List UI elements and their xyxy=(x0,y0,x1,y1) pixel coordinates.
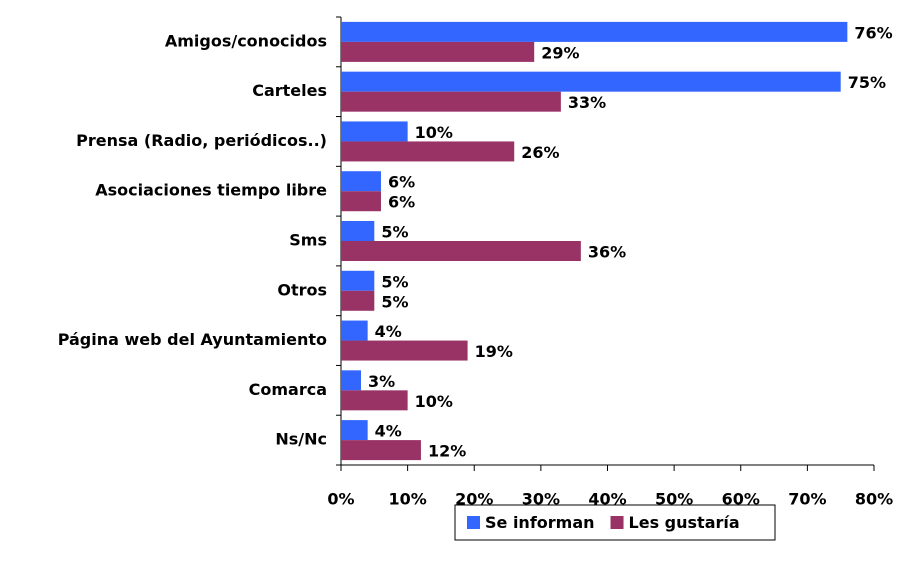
bar xyxy=(341,370,361,391)
bar xyxy=(341,221,375,241)
value-label: 10% xyxy=(415,123,453,142)
y-tick-label: Página web del Ayuntamiento xyxy=(58,330,327,349)
bar xyxy=(341,320,368,341)
value-label: 5% xyxy=(381,223,408,242)
x-tick-label: 20% xyxy=(455,490,493,509)
bar xyxy=(341,440,421,461)
value-label: 76% xyxy=(854,23,892,42)
value-label: 6% xyxy=(388,173,415,192)
y-tick-label: Prensa (Radio, periódicos..) xyxy=(76,131,327,150)
x-tick-label: 30% xyxy=(522,490,560,509)
bar xyxy=(341,290,375,311)
legend-swatch xyxy=(610,516,624,529)
bar xyxy=(341,420,368,441)
value-label: 36% xyxy=(588,243,626,262)
bar xyxy=(341,390,408,411)
bar xyxy=(341,21,848,42)
x-tick-label: 80% xyxy=(855,490,893,509)
value-label: 33% xyxy=(568,93,606,112)
value-label: 10% xyxy=(415,392,453,411)
legend-label: Se informan xyxy=(485,513,595,532)
value-label: 19% xyxy=(475,342,513,361)
y-tick-label: Comarca xyxy=(249,380,327,399)
y-tick-label: Carteles xyxy=(252,81,327,100)
value-label: 4% xyxy=(375,422,402,441)
bar xyxy=(341,71,841,92)
bar xyxy=(341,340,468,361)
legend-swatch xyxy=(467,516,480,529)
bar xyxy=(341,41,535,62)
value-label: 26% xyxy=(521,143,559,162)
bar xyxy=(341,241,581,261)
value-label: 6% xyxy=(388,193,415,212)
value-label: 29% xyxy=(541,43,579,62)
x-tick-label: 70% xyxy=(788,490,826,509)
bar xyxy=(341,171,381,192)
y-tick-label: Asociaciones tiempo libre xyxy=(95,181,327,200)
x-tick-label: 10% xyxy=(388,490,426,509)
y-tick-label: Otros xyxy=(277,280,327,299)
y-tick-label: Ns/Nc xyxy=(275,430,327,449)
value-label: 4% xyxy=(375,322,402,341)
bar xyxy=(341,91,561,112)
value-label: 12% xyxy=(428,442,466,461)
x-tick-label: 0% xyxy=(327,490,354,509)
legend-label: Les gustaría xyxy=(629,513,740,532)
y-tick-label: Amigos/conocidos xyxy=(165,31,327,50)
x-tick-label: 60% xyxy=(722,490,760,509)
value-label: 5% xyxy=(381,272,408,291)
value-label: 5% xyxy=(381,292,408,311)
bar xyxy=(341,191,381,212)
value-label: 3% xyxy=(368,372,395,391)
bar xyxy=(341,270,375,291)
bar xyxy=(341,121,408,142)
x-tick-label: 40% xyxy=(588,490,626,509)
bar xyxy=(341,141,515,162)
value-label: 75% xyxy=(848,73,886,92)
x-tick-label: 50% xyxy=(655,490,693,509)
y-tick-label: Sms xyxy=(289,231,327,250)
